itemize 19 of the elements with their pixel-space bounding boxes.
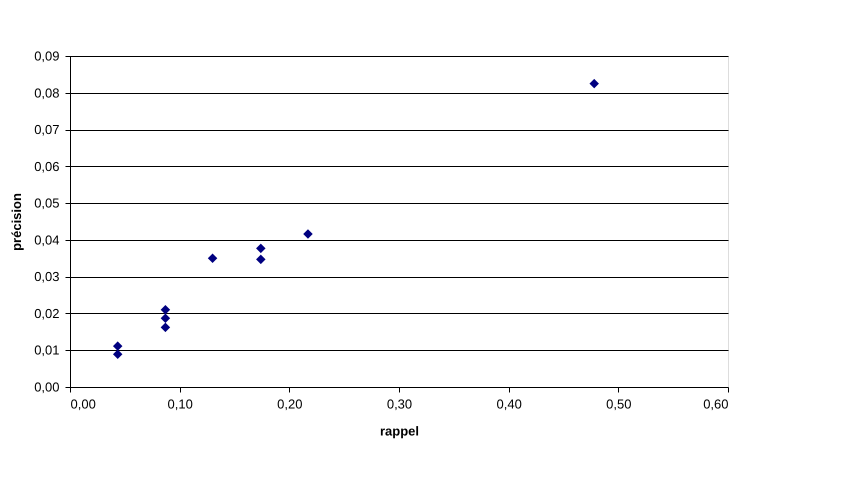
y-tick-label: 0,01 [34,342,60,358]
y-tick-label: 0,08 [34,85,60,100]
y-tick-label: 0,06 [34,158,60,174]
x-tick-label: 0,30 [386,396,412,412]
y-tick-label: 0,09 [34,48,60,64]
y-tick-label: 0,07 [34,122,60,138]
x-axis-title: rappel [380,424,420,438]
x-tick-label: 0,50 [606,396,632,412]
y-tick-label: 0,03 [34,269,60,284]
y-tick-label: 0,02 [34,306,60,321]
y-tick-label: 0,04 [34,232,60,248]
x-tick-label: 0,60 [703,396,728,412]
y-tick-label: 0,00 [34,380,60,394]
x-tick-label: 0,40 [496,396,522,412]
x-tick-label: 0,00 [70,396,96,412]
y-axis-title: précision [9,193,24,251]
y-tick-label: 0,05 [34,196,60,211]
x-tick-label: 0,20 [277,396,302,412]
x-tick-label: 0,10 [168,396,193,412]
